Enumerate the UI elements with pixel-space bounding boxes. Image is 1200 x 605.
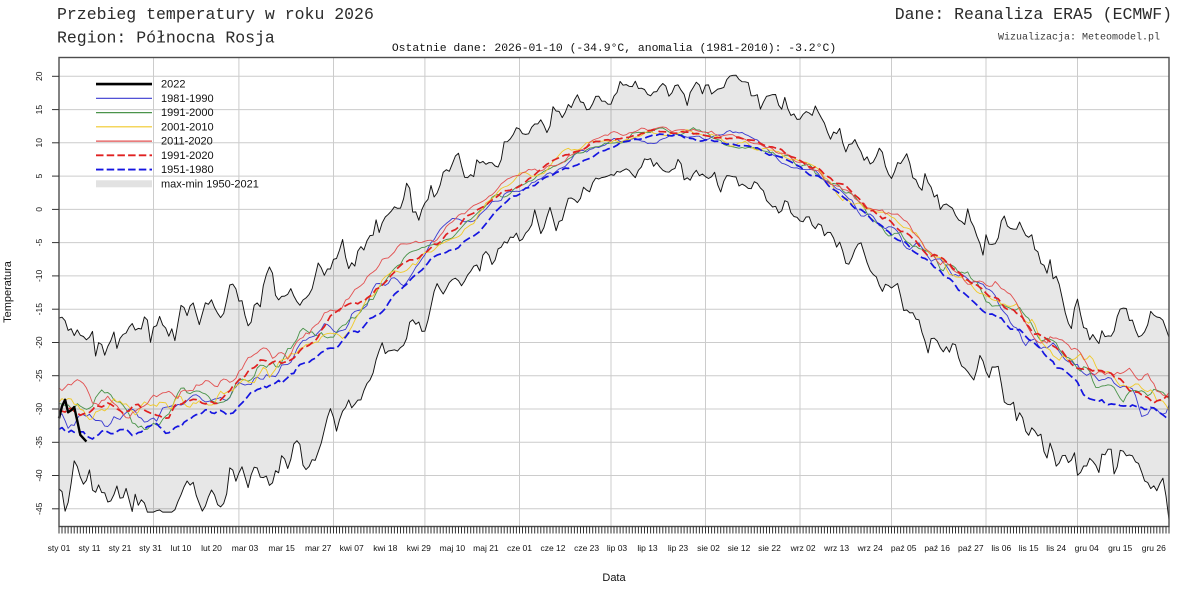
svg-text:sty 01: sty 01 (48, 543, 71, 553)
svg-text:-25: -25 (34, 369, 44, 382)
svg-text:-15: -15 (34, 303, 44, 316)
svg-text:2022: 2022 (161, 79, 185, 91)
svg-text:Wizualizacja: Meteomodel.pl: Wizualizacja: Meteomodel.pl (998, 32, 1160, 44)
svg-text:1951-1980: 1951-1980 (161, 164, 214, 176)
svg-text:paź 05: paź 05 (891, 543, 917, 553)
svg-text:Region: Północna Rosja: Region: Północna Rosja (57, 29, 275, 48)
svg-text:1991-2000: 1991-2000 (161, 107, 214, 119)
svg-text:maj 10: maj 10 (440, 543, 466, 553)
svg-text:0: 0 (34, 207, 44, 212)
svg-text:lis 06: lis 06 (991, 543, 1011, 553)
svg-text:maj 21: maj 21 (473, 543, 499, 553)
svg-text:lip 13: lip 13 (637, 543, 658, 553)
svg-text:sty 11: sty 11 (78, 543, 100, 553)
svg-text:cze 12: cze 12 (540, 543, 565, 553)
svg-text:Przebieg temperatury w roku 20: Przebieg temperatury w roku 2026 (57, 5, 374, 24)
svg-text:lip 03: lip 03 (607, 543, 628, 553)
svg-text:-10: -10 (34, 269, 44, 282)
svg-text:Temperatura: Temperatura (2, 260, 14, 323)
svg-text:sty 21: sty 21 (109, 543, 132, 553)
svg-text:lut 20: lut 20 (201, 543, 222, 553)
svg-text:wrz 02: wrz 02 (790, 543, 816, 553)
svg-text:1991-2020: 1991-2020 (161, 150, 214, 162)
svg-text:-45: -45 (34, 502, 44, 515)
svg-text:sie 02: sie 02 (697, 543, 720, 553)
svg-text:-40: -40 (34, 469, 44, 482)
svg-text:lut 10: lut 10 (171, 543, 192, 553)
svg-text:Ostatnie dane: 2026-01-10 (-34: Ostatnie dane: 2026-01-10 (-34.9°C, anom… (392, 43, 836, 55)
svg-text:gru 15: gru 15 (1108, 543, 1132, 553)
svg-text:lip 23: lip 23 (668, 543, 689, 553)
svg-text:kwi 29: kwi 29 (407, 543, 431, 553)
svg-text:-35: -35 (34, 436, 44, 449)
svg-text:paź 27: paź 27 (958, 543, 984, 553)
svg-text:lis 24: lis 24 (1046, 543, 1066, 553)
svg-text:kwi 07: kwi 07 (340, 543, 364, 553)
svg-text:sty 31: sty 31 (139, 543, 162, 553)
svg-text:5: 5 (34, 173, 44, 178)
svg-text:1981-1990: 1981-1990 (161, 93, 214, 105)
svg-text:-5: -5 (34, 239, 44, 247)
svg-text:sie 12: sie 12 (728, 543, 751, 553)
svg-text:cze 01: cze 01 (507, 543, 532, 553)
svg-text:cze 23: cze 23 (574, 543, 599, 553)
svg-text:max-min 1950-2021: max-min 1950-2021 (161, 178, 259, 190)
svg-text:lis 15: lis 15 (1019, 543, 1039, 553)
svg-text:wrz 13: wrz 13 (823, 543, 849, 553)
svg-text:mar 03: mar 03 (232, 543, 259, 553)
svg-text:gru 04: gru 04 (1075, 543, 1099, 553)
svg-text:10: 10 (34, 138, 44, 148)
svg-text:gru 26: gru 26 (1142, 543, 1166, 553)
svg-text:mar 15: mar 15 (268, 543, 295, 553)
svg-text:20: 20 (34, 71, 44, 81)
svg-text:sie 22: sie 22 (758, 543, 781, 553)
svg-text:mar 27: mar 27 (305, 543, 332, 553)
svg-text:kwi 18: kwi 18 (373, 543, 397, 553)
svg-text:wrz 24: wrz 24 (857, 543, 883, 553)
svg-text:2001-2010: 2001-2010 (161, 121, 214, 133)
svg-text:-20: -20 (34, 336, 44, 349)
svg-text:paź 16: paź 16 (924, 543, 950, 553)
svg-text:15: 15 (34, 105, 44, 115)
svg-text:-30: -30 (34, 403, 44, 416)
svg-text:Data: Data (602, 572, 626, 584)
svg-text:Dane: Reanaliza ERA5 (ECMWF): Dane: Reanaliza ERA5 (ECMWF) (895, 5, 1172, 24)
svg-text:2011-2020: 2011-2020 (161, 136, 213, 148)
